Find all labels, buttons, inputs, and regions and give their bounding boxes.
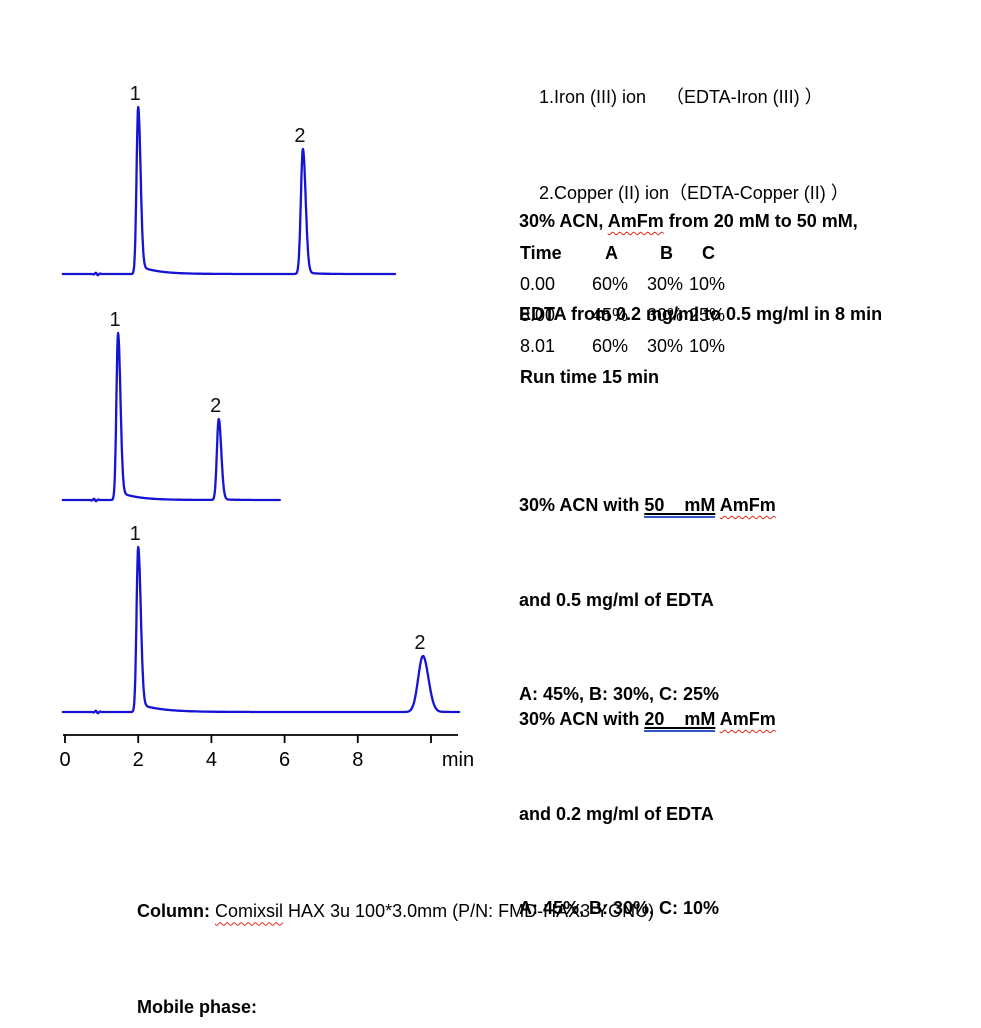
table-header-row: Time A B C	[520, 238, 725, 269]
table-cell: 0.00	[520, 274, 556, 294]
table-cell: 45%	[592, 305, 629, 325]
isocratic-20mM-condition-text: 30% ACN with 20 mM AmFm and 0.2 mg/ml of…	[519, 641, 776, 988]
condition-line: EDTA from 0.2 mg/ml to 0.5 mg/ml in 8 mi…	[519, 299, 882, 330]
table-cell: 8.01	[520, 336, 556, 356]
text-segment: 30% ACN,	[519, 211, 608, 231]
condition-line: A: 45%, B: 30%, C: 10%	[519, 893, 776, 925]
legend-complex-name: （EDTA-Copper (II) ）	[669, 183, 849, 203]
table-cell: 8.00	[520, 305, 556, 325]
condition-line: and 0.5 mg/ml of EDTA	[519, 585, 776, 617]
table-cell: 60%	[592, 336, 629, 356]
text-segment: EDTA from 0.2 mg/ml to 0.5 mg/ml in 8 mi…	[519, 304, 883, 324]
table-cell: 30%	[647, 274, 684, 294]
table-cell: 30%	[647, 305, 684, 325]
condition-line: 30% ACN with 50 mM AmFm	[519, 490, 776, 522]
x-axis-unit-label: min	[442, 749, 474, 771]
text-segment: 50 mM	[644, 495, 716, 518]
condition-line: A: 45%, B: 30%, C: 25%	[519, 679, 776, 711]
text-segment: Column:	[137, 901, 210, 922]
text-segment: Mobile phase:	[137, 996, 258, 1017]
method-details: Column: Comixsil HAX 3u 100*3.0mm (P/N: …	[137, 833, 700, 1028]
text-segment: HAX 3u 100*3.0mm (P/N: FMD-HAX3-YONU)	[283, 901, 655, 922]
text-segment: and 0.5 mg/ml of EDTA	[519, 589, 714, 610]
table-header-cell: B	[660, 243, 673, 263]
table-header-cell: Time	[520, 243, 562, 263]
text-segment: AmFm	[719, 709, 776, 729]
peak-label: 1	[110, 309, 121, 331]
x-axis-tick-label: 0	[59, 749, 70, 771]
table-cell: 25%	[689, 305, 726, 325]
text-segment: A: 45%, B: 30%, C: 25%	[519, 684, 720, 704]
table-row: 8.00 45% 30% 25%	[520, 300, 725, 331]
peak-label: 2	[210, 395, 221, 417]
peak-label: 1	[130, 83, 141, 105]
peak-label: 2	[294, 125, 305, 147]
text-segment: A: 45%, B: 30%, C: 10%	[519, 898, 720, 918]
table-cell: 60%	[592, 274, 629, 294]
isocratic-50mM-condition-text: 30% ACN with 50 mM AmFm and 0.5 mg/ml of…	[519, 427, 776, 774]
text-segment: and 0.2 mg/ml of EDTA	[519, 803, 714, 824]
gradient-condition-text: 30% ACN, AmFm from 20 mM to 50 mM, EDTA …	[519, 144, 882, 392]
legend-peak-name: 1.Iron (III) ion	[539, 87, 647, 107]
mobile-phase-label-line: Mobile phase:	[137, 992, 700, 1024]
peak-label: 2	[414, 632, 425, 654]
text-segment: Comixsil	[215, 901, 284, 922]
x-axis-tick-label: 6	[279, 749, 290, 771]
text-segment: 30% ACN with	[519, 709, 645, 729]
condition-line: 30% ACN, AmFm from 20 mM to 50 mM,	[519, 206, 882, 237]
x-axis-tick-label: 4	[206, 749, 217, 771]
isocratic-50mM-trace	[61, 331, 281, 503]
table-row: 8.01 60% 30% 10%	[520, 331, 725, 362]
text-segment: from 20 mM to 50 mM,	[663, 211, 858, 231]
run-time-note: Run time 15 min	[520, 367, 660, 387]
x-axis-tick-label: 2	[133, 749, 144, 771]
gradient-20-to-50mM-trace	[61, 105, 397, 277]
table-cell: 10%	[689, 336, 726, 356]
text-segment: AmFm	[719, 495, 776, 515]
legend-peak-name: 2.Copper (II) ion	[539, 183, 670, 203]
text-segment: 20 mM	[644, 709, 716, 732]
legend-row: 2.Copper (II) ion（EDTA-Copper (II) ）	[539, 177, 849, 209]
isocratic-20mM-trace	[61, 545, 461, 715]
table-header-cell: C	[702, 243, 715, 263]
legend-complex-name: （EDTA-Iron (III) ）	[666, 87, 823, 107]
table-cell: 30%	[647, 336, 684, 356]
legend-row: 1.Iron (III) ion （EDTA-Iron (III) ）	[539, 81, 849, 113]
text-segment: 30% ACN with	[519, 495, 645, 515]
chromatogram-plot: 1 2 1 2 1 2 0 2 4 6 8 min	[59, 83, 474, 771]
condition-line: 30% ACN with 20 mM AmFm	[519, 704, 776, 736]
table-cell: 10%	[689, 274, 726, 294]
x-axis-tick-label: 8	[352, 749, 363, 771]
gradient-timetable: Time A B C 0.00 60% 30% 10% 8.00 45% 30%…	[520, 238, 725, 393]
table-row: 0.00 60% 30% 10%	[520, 269, 725, 300]
peak-label: 1	[130, 523, 141, 545]
table-header-cell: A	[605, 243, 618, 263]
text-segment: AmFm	[607, 211, 664, 231]
condition-line: and 0.2 mg/ml of EDTA	[519, 799, 776, 831]
peak-identity-legend: 1.Iron (III) ion （EDTA-Iron (III) ） 2.Cop…	[539, 17, 849, 273]
column-line: Column: Comixsil HAX 3u 100*3.0mm (P/N: …	[137, 896, 700, 928]
